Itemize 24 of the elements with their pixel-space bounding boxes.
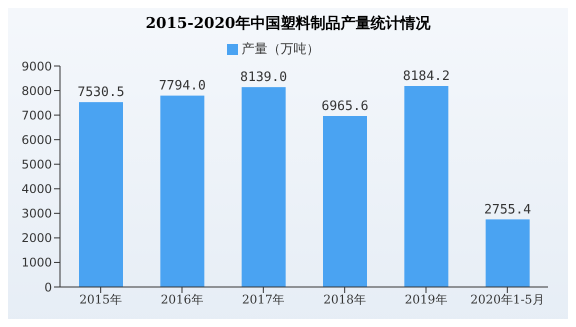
y-tick-label: 2000 <box>21 231 52 246</box>
y-tick-label: 7000 <box>21 108 52 122</box>
data-label: 7794.0 <box>158 78 206 94</box>
chart-title: 2015-2020年中国塑料制品产量统计情况 <box>144 13 432 34</box>
x-tick-label: 2015年 <box>79 292 122 307</box>
y-tick-label: 9000 <box>21 59 52 74</box>
x-tick-label: 2020年1-5月 <box>470 292 544 307</box>
y-tick-label: 4000 <box>21 182 52 196</box>
data-label: 7530.5 <box>78 85 124 100</box>
y-tick-label: 0 <box>44 280 52 294</box>
data-label: 8184.2 <box>402 69 450 84</box>
x-tick-label: 2017年 <box>242 292 285 307</box>
y-tick-label: 8000 <box>21 84 52 98</box>
y-tick-label: 5000 <box>21 157 52 172</box>
x-tick-label: 2018年 <box>323 292 366 307</box>
x-tick-label: 2016年 <box>160 292 204 307</box>
data-label: 8139.0 <box>240 70 288 86</box>
y-tick-label: 6000 <box>21 132 52 147</box>
x-tick-label: 2019年 <box>404 292 448 307</box>
y-tick-label: 3000 <box>21 206 52 221</box>
y-tick-label: 1000 <box>21 256 52 270</box>
data-label: 2755.4 <box>484 202 532 218</box>
legend-label: 产量（万吨） <box>242 42 320 57</box>
data-label: 6965.6 <box>322 98 368 114</box>
